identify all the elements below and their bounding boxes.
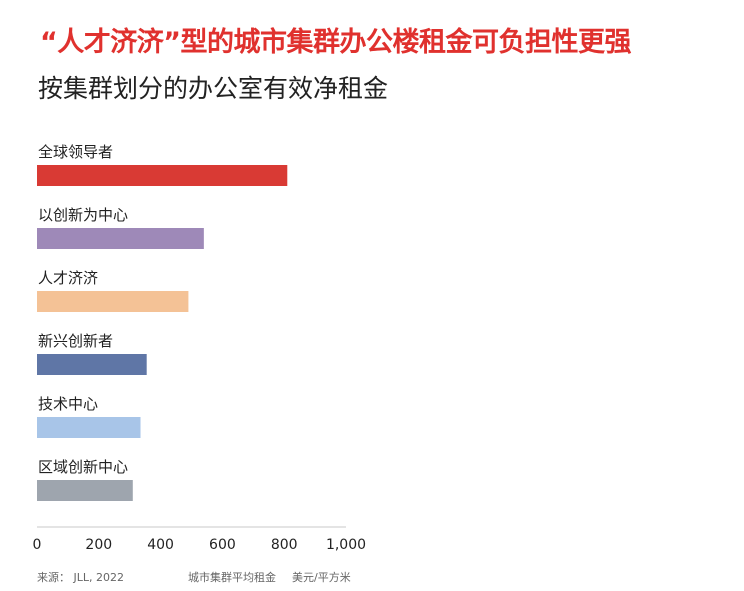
bar: [37, 417, 141, 438]
bar: [37, 354, 147, 375]
source-note: 来源： JLL, 2022: [37, 571, 124, 584]
x-tick-label: 0: [33, 537, 42, 553]
category-label: 全球领导者: [38, 143, 113, 161]
unit-label: 美元/平方米: [292, 571, 351, 584]
category-label: 新兴创新者: [38, 332, 113, 350]
x-tick-label: 400: [147, 537, 174, 553]
bar: [37, 165, 288, 186]
x-tick-label: 1,000: [326, 537, 366, 553]
bar: [37, 480, 133, 501]
bar: [37, 228, 204, 249]
x-tick-label: 200: [85, 537, 112, 553]
category-label: 人才济济: [38, 269, 98, 287]
category-label: 区域创新中心: [38, 458, 128, 476]
x-tick-label: 600: [209, 537, 236, 553]
chart-title: “人才济济”型的城市集群办公楼租金可负担性更强: [40, 27, 632, 58]
x-tick-label: 800: [271, 537, 298, 553]
x-axis-label: 城市集群平均租金: [188, 571, 276, 584]
category-label: 技术中心: [38, 395, 98, 413]
chart-subtitle: 按集群划分的办公室有效净租金: [38, 74, 389, 103]
category-label: 以创新为中心: [38, 206, 128, 224]
bar: [37, 291, 189, 312]
